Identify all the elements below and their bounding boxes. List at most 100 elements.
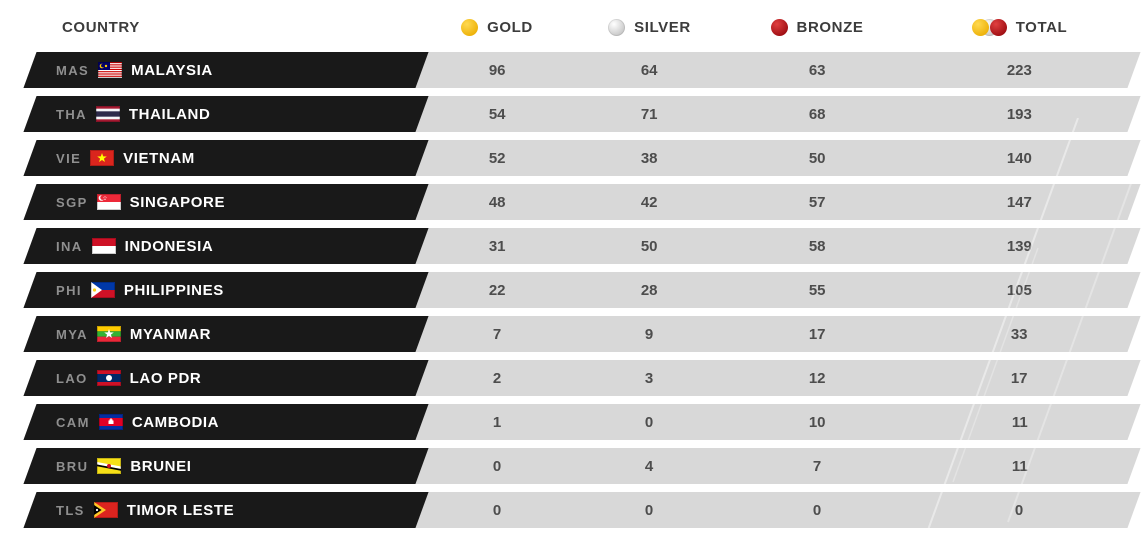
country-name: LAO PDR (129, 369, 202, 387)
total-cell: 147 (900, 184, 1138, 220)
gold-count: 0 (492, 501, 502, 519)
gold-cell: 48 (415, 184, 578, 220)
total-cell: 11 (900, 404, 1138, 440)
silver-cell: 0 (565, 492, 733, 528)
silver-cell: 9 (565, 316, 733, 352)
total-cell: 0 (900, 492, 1138, 528)
bronze-count: 63 (808, 61, 826, 79)
gold-count: 0 (492, 457, 502, 475)
silver-cell: 64 (565, 52, 733, 88)
total-count: 140 (1006, 149, 1033, 167)
bronze-cell: 17 (720, 316, 913, 352)
total-count: 0 (1015, 501, 1024, 519)
bronze-medal-icon (770, 18, 788, 36)
total-count: 223 (1006, 61, 1033, 79)
total-count: 11 (1011, 413, 1028, 431)
table-row: BRU BRUNEI 0 4 7 11 (23, 448, 1141, 484)
silver-header-label: SILVER (634, 18, 691, 36)
country-name: SINGAPORE (129, 193, 226, 211)
country-code: MYA (56, 326, 88, 342)
silver-count: 4 (645, 457, 654, 475)
bronze-header-label: BRONZE (796, 18, 864, 36)
table-row: VIE VIETNAM 52 38 50 140 (23, 140, 1141, 176)
bronze-cell: 0 (720, 492, 913, 528)
country-code: INA (56, 238, 83, 254)
country-name: MALAYSIA (131, 61, 213, 79)
table-row: LAO LAO PDR 2 3 12 17 (23, 360, 1141, 396)
silver-count: 28 (641, 281, 658, 299)
country-code: CAM (56, 414, 90, 430)
gold-cell: 0 (415, 492, 578, 528)
silver-cell: 71 (565, 96, 733, 132)
total-cell: 105 (900, 272, 1138, 308)
column-header-country: COUNTRY (30, 19, 422, 36)
table-row: MAS MALAYSIA 96 64 63 223 (23, 52, 1141, 88)
total-header-label: TOTAL (1015, 18, 1068, 36)
bronze-cell: 10 (720, 404, 913, 440)
country-name: THAILAND (128, 105, 211, 123)
malaysia-flag-icon (98, 62, 123, 78)
medal-rows: MAS MALAYSIA 96 64 63 223 THA THAILAND 5… (0, 52, 1148, 528)
total-medals-icon (971, 18, 1007, 36)
philippines-flag-icon (90, 282, 115, 298)
table-row: THA THAILAND 54 71 68 193 (23, 96, 1141, 132)
country-cell: TLS TIMOR LESTE (23, 492, 429, 528)
country-code: PHI (56, 282, 82, 298)
silver-count: 0 (645, 413, 654, 431)
bronze-count: 58 (808, 237, 826, 255)
table-row: INA INDONESIA 31 50 58 139 (23, 228, 1141, 264)
country-name: CAMBODIA (131, 413, 220, 431)
silver-count: 71 (641, 105, 658, 123)
total-cell: 193 (900, 96, 1138, 132)
silver-cell: 4 (565, 448, 733, 484)
silver-cell: 38 (565, 140, 733, 176)
country-name: PHILIPPINES (123, 281, 224, 299)
total-count: 193 (1006, 105, 1033, 123)
country-name: INDONESIA (124, 237, 214, 255)
total-count: 11 (1011, 457, 1028, 475)
gold-count: 96 (488, 61, 506, 79)
gold-count: 7 (492, 325, 502, 343)
country-code: SGP (56, 194, 88, 210)
gold-cell: 1 (415, 404, 578, 440)
bronze-count: 7 (812, 457, 822, 475)
bronze-cell: 7 (720, 448, 913, 484)
silver-cell: 3 (565, 360, 733, 396)
bronze-count: 55 (808, 281, 826, 299)
table-row: MYA MYANMAR 7 9 17 33 (23, 316, 1141, 352)
total-count: 17 (1011, 369, 1028, 387)
total-cell: 33 (900, 316, 1138, 352)
total-count: 139 (1006, 237, 1033, 255)
gold-cell: 2 (415, 360, 578, 396)
bronze-cell: 57 (720, 184, 913, 220)
gold-cell: 52 (415, 140, 578, 176)
table-row: TLS TIMOR LESTE 0 0 0 0 (23, 492, 1141, 528)
bronze-count: 10 (808, 413, 826, 431)
country-cell: VIE VIETNAM (23, 140, 429, 176)
bronze-count: 0 (812, 501, 822, 519)
bronze-count: 50 (808, 149, 826, 167)
gold-count: 48 (488, 193, 506, 211)
table-header: COUNTRY GOLD SILVER BRONZE TOTAL (30, 4, 1134, 50)
gold-header-label: GOLD (487, 18, 533, 36)
country-cell: SGP SINGAPORE (23, 184, 429, 220)
cambodia-flag-icon (98, 414, 123, 430)
country-code: VIE (56, 150, 82, 166)
gold-count: 54 (488, 105, 506, 123)
country-cell: THA THAILAND (23, 96, 429, 132)
table-row: PHI PHILIPPINES 22 28 55 105 (23, 272, 1141, 308)
total-cell: 17 (900, 360, 1138, 396)
country-code: MAS (56, 62, 90, 78)
gold-count: 52 (488, 149, 506, 167)
column-header-silver: SILVER (572, 18, 727, 36)
gold-cell: 7 (415, 316, 578, 352)
laos-flag-icon (96, 370, 121, 386)
total-cell: 11 (900, 448, 1138, 484)
total-cell: 223 (900, 52, 1138, 88)
gold-cell: 96 (415, 52, 578, 88)
gold-count: 31 (488, 237, 506, 255)
country-name: TIMOR LESTE (126, 501, 235, 519)
gold-cell: 54 (415, 96, 578, 132)
country-cell: INA INDONESIA (23, 228, 429, 264)
